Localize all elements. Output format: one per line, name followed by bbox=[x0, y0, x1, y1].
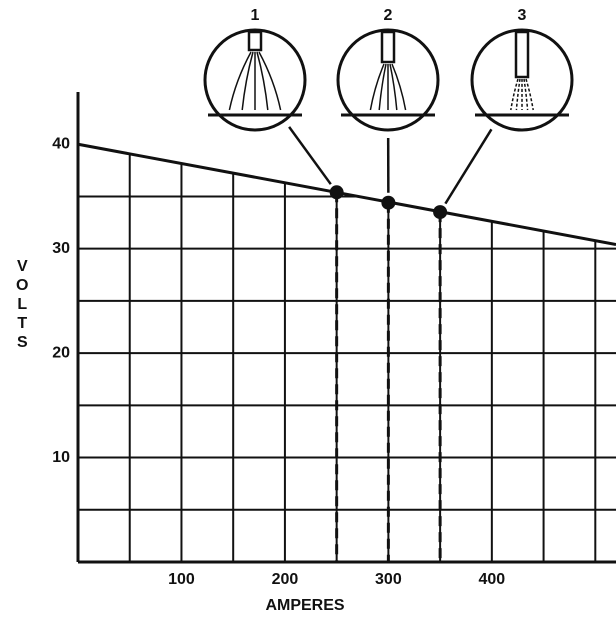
nozzle bbox=[249, 32, 261, 50]
y-axis-label: VOLTS bbox=[14, 258, 31, 353]
y-tick-label: 20 bbox=[52, 344, 70, 361]
x-tick-label: 400 bbox=[478, 571, 505, 588]
x-tick-label: 200 bbox=[272, 571, 299, 588]
x-tick-label: 100 bbox=[168, 571, 195, 588]
inset-label: 3 bbox=[518, 7, 527, 24]
chart: AMPERES VOLTS 100 200 300 400 10 20 30 40 1 2 3 bbox=[0, 0, 616, 620]
leader-line bbox=[289, 127, 331, 184]
grid bbox=[78, 92, 616, 562]
point bbox=[381, 196, 395, 210]
nozzle bbox=[516, 32, 528, 77]
x-tick-label: 300 bbox=[375, 571, 402, 588]
inset-label: 1 bbox=[251, 7, 260, 24]
point bbox=[433, 205, 447, 219]
page: {"chart_data": {"type": "line", "x_label… bbox=[0, 0, 616, 620]
leader-line bbox=[445, 129, 491, 203]
y-tick-label: 30 bbox=[52, 240, 70, 257]
x-axis-label: AMPERES bbox=[265, 597, 344, 614]
inset-label: 2 bbox=[384, 7, 393, 24]
y-tick-label: 10 bbox=[52, 449, 70, 466]
nozzle bbox=[382, 32, 394, 62]
point bbox=[330, 185, 344, 199]
load-line bbox=[78, 144, 616, 244]
y-tick-label: 40 bbox=[52, 135, 70, 152]
